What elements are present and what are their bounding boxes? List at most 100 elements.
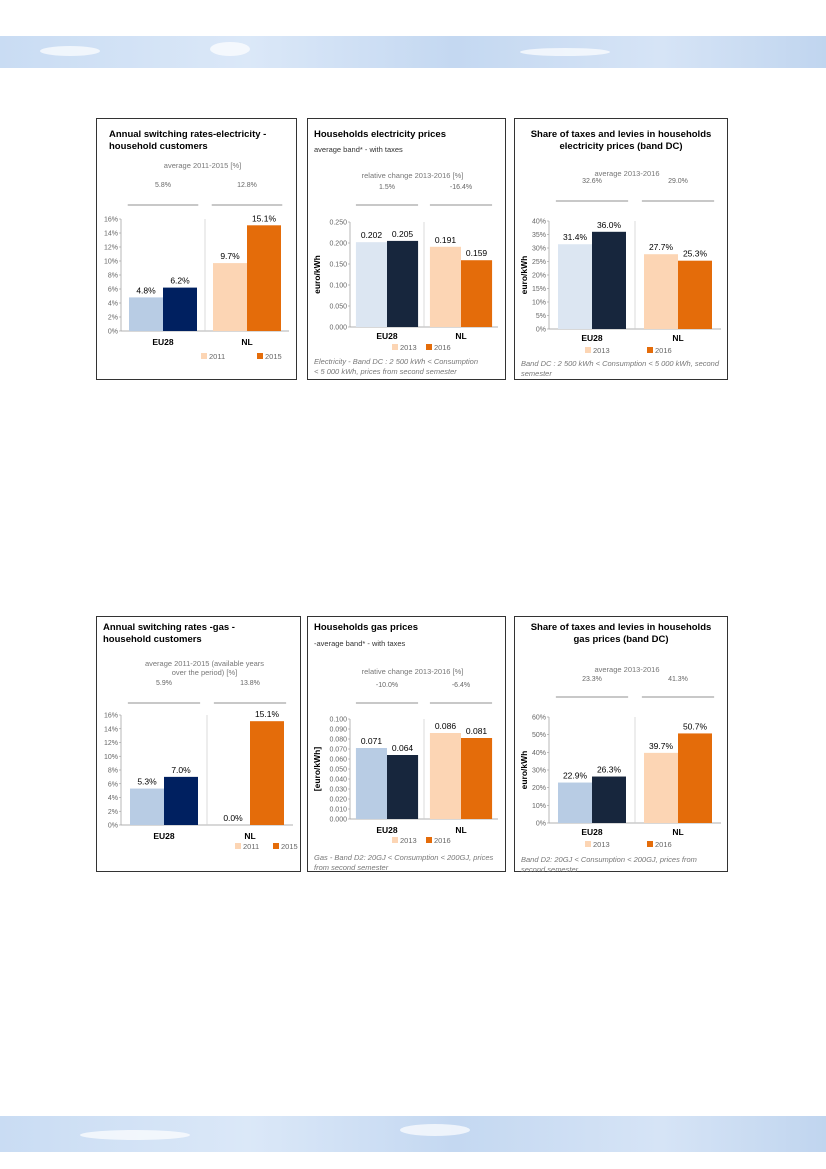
y-tick-label: 16% <box>104 713 118 720</box>
legend-swatch <box>647 841 653 847</box>
data-label: 25.3% <box>683 249 708 259</box>
chart-note: average 2011-2015 (available years over t… <box>144 659 265 677</box>
y-tick-label: 0% <box>536 327 546 334</box>
y-tick-label: 0.040 <box>329 777 347 784</box>
y-tick-label: 6% <box>108 287 118 294</box>
y-tick-label: 0.050 <box>329 767 347 774</box>
banner-cloud <box>40 46 100 56</box>
y-tick-label: 50% <box>532 732 546 739</box>
average-value: 32.6% <box>582 178 602 185</box>
bar-nl-2016 <box>678 733 712 823</box>
y-tick-label: 10% <box>104 259 118 266</box>
y-tick-label: 0.070 <box>329 747 347 754</box>
data-label: 15.1% <box>252 213 277 223</box>
y-tick-label: 20% <box>532 785 546 792</box>
legend-label: 2016 <box>434 836 451 845</box>
chart-panel-electricity-switching: Annual switching rates-electricity - hous… <box>96 118 297 380</box>
y-tick-label: 0% <box>108 823 118 830</box>
legend-swatch <box>201 353 207 359</box>
chart-panel-electricity-prices: Households electricity prices average ban… <box>307 118 506 380</box>
chart-title: Annual switching rates -gas - household c… <box>103 622 235 645</box>
data-label: 31.4% <box>563 232 588 242</box>
chart-panel-gas-taxes: Share of taxes and levies in households g… <box>514 616 728 874</box>
data-label: 0.191 <box>435 235 457 245</box>
data-label: 22.9% <box>563 771 588 781</box>
y-tick-label: 10% <box>104 754 118 761</box>
chart-svg: 5.9% 13.8% 0% 2% 4% 6% 8% 10% 12% 14% 16% 5.3% 7.0% E… <box>104 680 298 851</box>
data-label: 50.7% <box>683 721 708 731</box>
legend-swatch <box>392 344 398 350</box>
legend-label: 2016 <box>655 346 672 355</box>
legend-label: 2016 <box>434 343 451 352</box>
average-value: 13.8% <box>240 680 260 687</box>
y-tick-label: 8% <box>108 273 118 280</box>
chart-title: Share of taxes and levies in households e… <box>530 129 712 152</box>
data-label: 9.7% <box>220 251 240 261</box>
bar-nl-2016 <box>461 738 493 819</box>
legend-swatch <box>426 344 432 350</box>
y-tick-label: 0.030 <box>329 787 347 794</box>
y-tick-label: 30% <box>532 768 546 775</box>
bar-eu28-2011 <box>130 788 164 825</box>
legend-label: 2013 <box>593 346 610 355</box>
average-value: 41.3% <box>668 676 688 683</box>
data-label: 0.205 <box>392 229 414 239</box>
y-tick-label: 10% <box>532 300 546 307</box>
banner-cloud <box>80 1130 190 1140</box>
y-tick-label: 0.000 <box>329 817 347 824</box>
legend-label: 2015 <box>281 842 298 851</box>
bar-nl-2013 <box>644 752 678 823</box>
legend-label: 2013 <box>593 840 610 849</box>
legend-label: 2011 <box>243 842 259 851</box>
chart-footnote: Band D2: 20GJ < Consumption < 200GJ, pri… <box>521 855 697 874</box>
chart-svg: 1.5% -16.4% 0.000 0.050 0.100 0.150 0.200 0.250… <box>312 184 498 352</box>
y-tick-label: 14% <box>104 726 118 733</box>
legend-swatch <box>273 843 279 849</box>
data-label: 0.081 <box>466 726 488 736</box>
y-tick-label: 0.060 <box>329 757 347 764</box>
banner-cloud <box>210 42 250 56</box>
legend-swatch <box>585 841 591 847</box>
category-label: NL <box>672 827 683 837</box>
chart-title: Households electricity prices <box>314 129 446 140</box>
data-label: 7.0% <box>171 765 191 775</box>
legend-label: 2013 <box>400 836 417 845</box>
y-tick-label: 60% <box>532 715 546 722</box>
chart-note: average 2013-2016 <box>594 169 660 178</box>
bar-eu28-2013 <box>558 782 592 823</box>
chart-panel-electricity-taxes: Share of taxes and levies in households e… <box>514 118 728 380</box>
category-label: EU28 <box>152 337 174 347</box>
y-tick-label: 4% <box>108 795 118 802</box>
chart-title: Annual switching rates-electricity - hous… <box>109 129 267 152</box>
data-label: 27.7% <box>649 242 674 252</box>
bar-nl-2013 <box>429 733 461 819</box>
y-tick-label: 15% <box>532 286 546 293</box>
y-axis-label: euro/kWh <box>519 256 529 295</box>
y-axis-label: [euro/kWh] <box>312 747 322 792</box>
chart-panel-gas-switching: Annual switching rates -gas - household c… <box>96 616 301 872</box>
chart-subtitle: -average band* - with taxes <box>314 639 406 648</box>
average-value: 12.8% <box>237 182 257 189</box>
y-tick-label: 0% <box>536 821 546 828</box>
y-tick-label: 0.100 <box>329 283 347 290</box>
legend-label: 2016 <box>655 840 672 849</box>
category-label: NL <box>455 331 466 341</box>
banner-cloud <box>520 48 610 56</box>
chart-footnote: Band DC : 2 500 kWh < Consumption < 5 00… <box>521 359 720 378</box>
chart-svg: 23.3% 41.3% 0% 10% 20% 30% 40% 50% 60% euro/kWh 22… <box>519 676 721 849</box>
bar-eu28-2013 <box>558 244 592 329</box>
y-tick-label: 0.010 <box>329 807 347 814</box>
banner-cloud <box>400 1124 470 1136</box>
legend-swatch <box>235 843 241 849</box>
y-tick-label: 0.250 <box>329 220 347 227</box>
chart-svg: -10.0% -6.4% 0.000 0.010 0.020 0.030 0.040 0.05… <box>312 682 498 845</box>
category-label: EU28 <box>376 331 398 341</box>
average-value: -6.4% <box>452 682 470 689</box>
category-label: NL <box>455 825 466 835</box>
bar-nl-2011 <box>213 263 247 331</box>
data-label: 0.0% <box>223 813 243 823</box>
y-tick-label: 5% <box>536 313 546 320</box>
bar-eu28-2015 <box>163 287 197 331</box>
y-tick-label: 20% <box>532 273 546 280</box>
data-label: 4.8% <box>136 285 156 295</box>
